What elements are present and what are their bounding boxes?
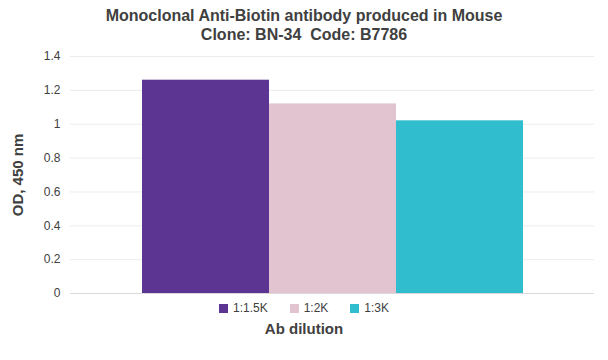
html-text:Ab dilution: Ab dilution — [264, 320, 344, 337]
html-text:Clone: BN-34 Code: B7786: Clone: BN-34 Code: B7786 — [200, 26, 408, 43]
svg-text:1: 1 — [54, 117, 61, 131]
svg-text:0.6: 0.6 — [44, 185, 61, 199]
svg-text:0.8: 0.8 — [44, 151, 61, 165]
svg-text:1.4: 1.4 — [44, 49, 61, 63]
html-text:Monoclonal Anti-Biotin antibod: Monoclonal Anti-Biotin antibody produced… — [105, 7, 503, 24]
html-text:1:3K: 1:3K — [364, 301, 389, 315]
svg-text:0.2: 0.2 — [44, 252, 61, 266]
svg-text:0.4: 0.4 — [44, 219, 61, 233]
html-text:1:2K: 1:2K — [303, 301, 329, 315]
svg-text:0: 0 — [54, 286, 61, 299]
svg-text:1.2: 1.2 — [44, 83, 61, 97]
html-text:1:1.5K: 1:1.5K — [233, 301, 268, 315]
svg-text:OD, 450 nm: OD, 450 nm — [9, 134, 26, 217]
